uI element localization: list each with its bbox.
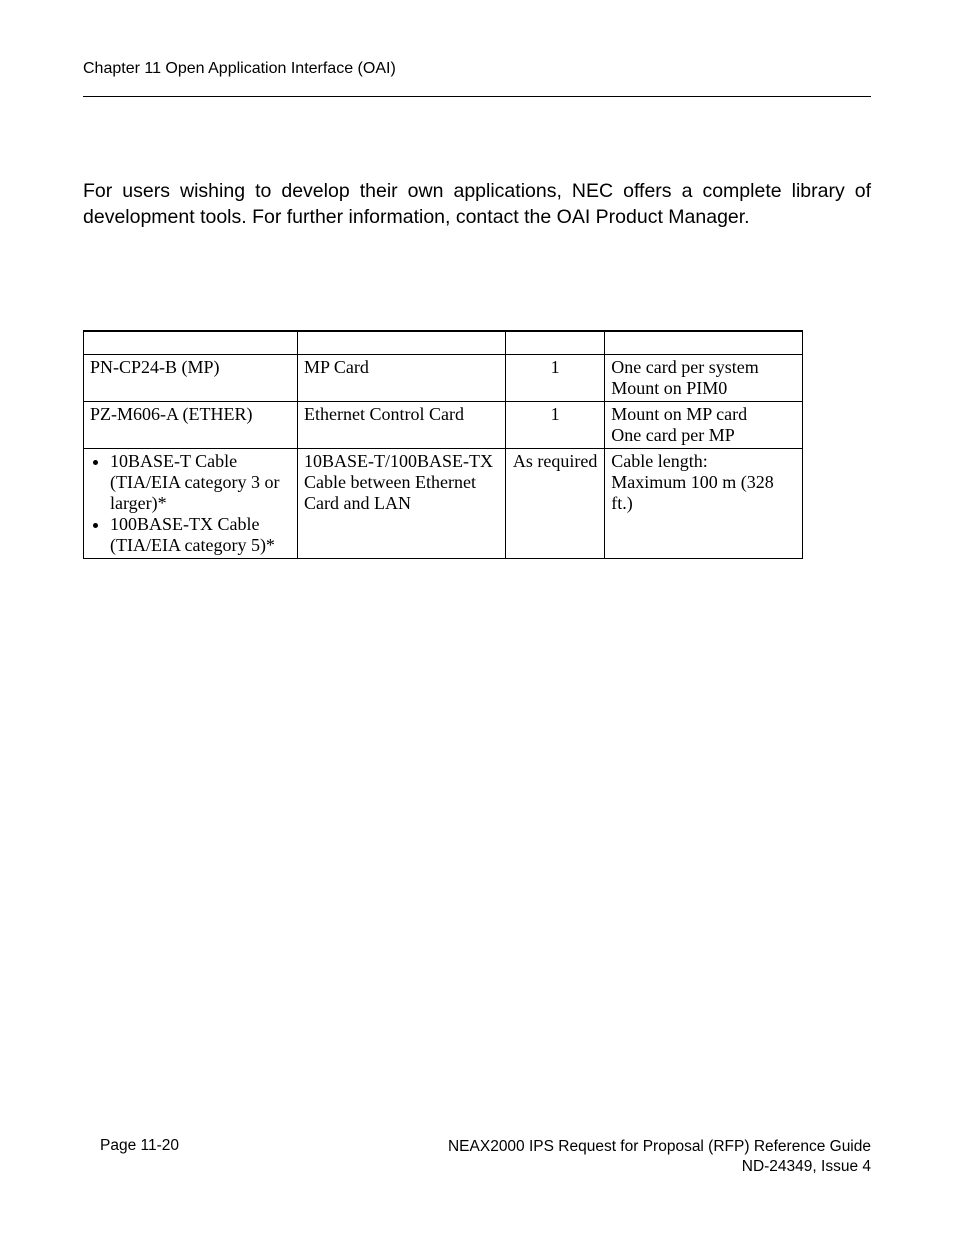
description-cell: Ethernet Control Card <box>298 402 506 449</box>
table-row: PZ-M606-A (ETHER)Ethernet Control Card1M… <box>84 402 803 449</box>
intro-paragraph: For users wishing to develop their own a… <box>83 178 871 231</box>
equipment-cell: 10BASE-T Cable (TIA/EIA category 3 or la… <box>84 449 298 559</box>
requirements-table: PN-CP24-B (MP)MP Card1One card per syste… <box>83 330 803 559</box>
description-cell: MP Card <box>298 355 506 402</box>
table-row: 10BASE-T Cable (TIA/EIA category 3 or la… <box>84 449 803 559</box>
remarks-cell: Mount on MP cardOne card per MP <box>605 402 803 449</box>
remarks-cell: Cable length:Maximum 100 m (328 ft.) <box>605 449 803 559</box>
header-rule <box>83 96 871 97</box>
table-header-row <box>84 331 803 355</box>
table-row: PN-CP24-B (MP)MP Card1One card per syste… <box>84 355 803 402</box>
chapter-heading: Chapter 11 Open Application Interface (O… <box>83 60 871 78</box>
page-number: Page 11-20 <box>100 1137 179 1155</box>
qty-cell: As required <box>505 449 604 559</box>
table-header-cell <box>605 331 803 355</box>
equipment-cell: PZ-M606-A (ETHER) <box>84 402 298 449</box>
table-header-cell <box>84 331 298 355</box>
doc-title: NEAX2000 IPS Request for Proposal (RFP) … <box>448 1137 871 1157</box>
description-cell: 10BASE-T/100BASE-TX Cable between Ethern… <box>298 449 506 559</box>
remarks-cell: One card per systemMount on PIM0 <box>605 355 803 402</box>
table-header-cell <box>505 331 604 355</box>
table-header-cell <box>298 331 506 355</box>
qty-cell: 1 <box>505 355 604 402</box>
equipment-cell: PN-CP24-B (MP) <box>84 355 298 402</box>
doc-issue: ND-24349, Issue 4 <box>448 1157 871 1177</box>
qty-cell: 1 <box>505 402 604 449</box>
